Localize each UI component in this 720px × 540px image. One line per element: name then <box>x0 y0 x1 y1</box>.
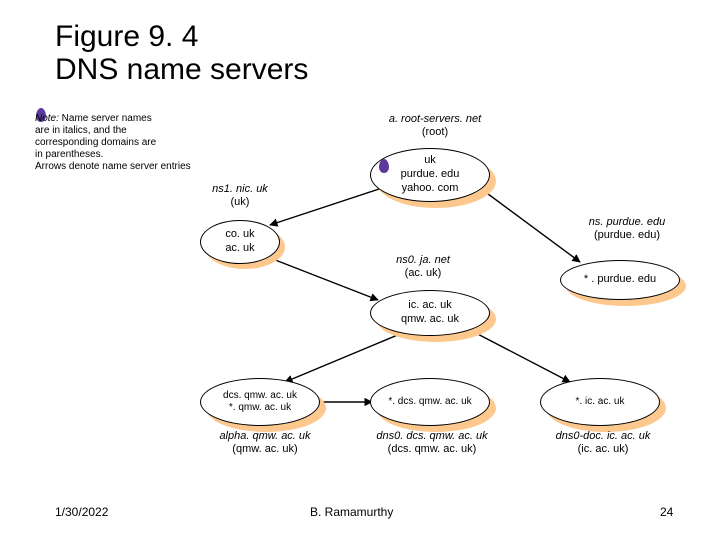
title-line-2: DNS name servers <box>55 53 308 86</box>
note-line-1: Note: Name server names <box>35 113 235 125</box>
node-ns1-label: ns1. nic. uk (uk) <box>200 183 280 209</box>
edge-root-ns1 <box>270 188 382 225</box>
node-dns0dcs-box: *. dcs. qmw. ac. uk <box>370 378 490 426</box>
node-dns0doc-entry-0: *. ic. ac. uk <box>576 396 625 409</box>
node-dns0doc: *. ic. ac. uk <box>540 378 660 426</box>
node-ns0ja-entry-1: qmw. ac. uk <box>401 313 459 327</box>
node-purdue: * . purdue. edu <box>560 260 680 300</box>
note-line-2: are in italics, and the <box>35 125 235 137</box>
node-purdue-box: * . purdue. edu <box>560 260 680 300</box>
title-line-1: Figure 9. 4 <box>55 20 308 53</box>
node-root: uk purdue. edu yahoo. com <box>370 148 490 202</box>
node-root-box: uk purdue. edu yahoo. com <box>370 148 490 202</box>
node-dns0doc-box: *. ic. ac. uk <box>540 378 660 426</box>
note-line-5: Arrows denote name server entries <box>35 161 235 173</box>
node-alpha-entry-1: *. qmw. ac. uk <box>229 402 291 415</box>
footer-author: B. Ramamurthy <box>310 505 393 519</box>
node-root-entry-1: purdue. edu <box>401 168 460 182</box>
node-ns0ja-label: ns0. ja. net (ac. uk) <box>378 254 468 280</box>
node-ns0ja-box: ic. ac. uk qmw. ac. uk <box>370 290 490 336</box>
node-ns1-box: co. uk ac. uk <box>200 220 280 264</box>
edge-ns1-ns0ja <box>265 256 378 300</box>
node-dns0dcs-entry-0: *. dcs. qmw. ac. uk <box>388 396 471 409</box>
node-alpha-label: alpha. qmw. ac. uk (qmw. ac. uk) <box>210 430 320 456</box>
node-alpha-entry-0: dcs. qmw. ac. uk <box>223 390 297 403</box>
slide-title: Figure 9. 4 DNS name servers <box>55 20 308 86</box>
node-root-entry-2: yahoo. com <box>402 182 459 196</box>
node-root-entry-0: uk <box>424 154 436 168</box>
edge-ns0ja-dns0doc <box>470 330 570 382</box>
slide-number: 24 <box>660 505 673 519</box>
node-ns1: co. uk ac. uk <box>200 220 280 264</box>
node-dns0dcs: *. dcs. qmw. ac. uk <box>370 378 490 426</box>
edge-root-purdue <box>480 188 580 262</box>
note-line-4: in parentheses. <box>35 149 235 161</box>
footer-date: 1/30/2022 <box>55 505 108 519</box>
node-ns0ja: ic. ac. uk qmw. ac. uk <box>370 290 490 336</box>
node-ns1-entry-1: ac. uk <box>225 242 254 256</box>
node-purdue-entry-0: * . purdue. edu <box>584 273 656 287</box>
note-line-3: corresponding domains are <box>35 137 235 149</box>
node-ns1-entry-0: co. uk <box>225 228 254 242</box>
node-ns0ja-entry-0: ic. ac. uk <box>408 299 451 313</box>
node-root-label: a. root-servers. net (root) <box>380 113 490 139</box>
node-purdue-label: ns. purdue. edu (purdue. edu) <box>572 216 682 242</box>
note-block: Note: Name server names are in italics, … <box>35 113 235 173</box>
accent-blob-icon <box>379 159 389 173</box>
node-alpha: dcs. qmw. ac. uk *. qmw. ac. uk <box>200 378 320 426</box>
edge-ns0ja-alpha <box>285 334 400 382</box>
node-dns0doc-label: dns0-doc. ic. ac. uk (ic. ac. uk) <box>548 430 658 456</box>
node-alpha-box: dcs. qmw. ac. uk *. qmw. ac. uk <box>200 378 320 426</box>
node-dns0dcs-label: dns0. dcs. qmw. ac. uk (dcs. qmw. ac. uk… <box>372 430 492 456</box>
